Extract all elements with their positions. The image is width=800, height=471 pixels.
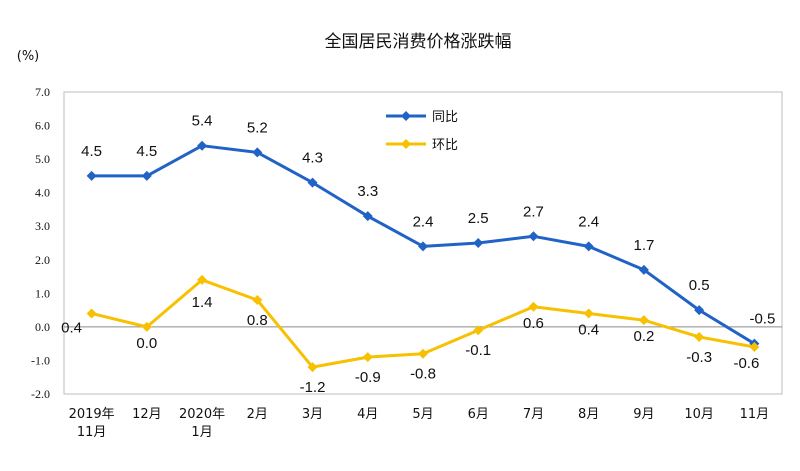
- data-point-yoy: [141, 170, 152, 181]
- data-label-yoy: 0.5: [689, 277, 710, 294]
- y-tick-label: 1.0: [35, 286, 50, 300]
- data-point-mom: [528, 301, 539, 312]
- data-label-mom: -0.3: [686, 349, 712, 366]
- data-point-yoy: [197, 140, 208, 151]
- data-label-yoy: 2.5: [468, 210, 489, 227]
- data-label-mom: 0.2: [633, 328, 654, 345]
- x-tick-label: 3月: [302, 407, 323, 422]
- data-point-mom: [749, 342, 760, 353]
- x-tick-label: 6月: [468, 407, 489, 422]
- data-point-mom: [638, 315, 649, 326]
- chart-title: 全国居民消费价格涨跌幅: [325, 32, 512, 52]
- data-label-mom: 1.4: [192, 294, 213, 311]
- x-tick-label: 2019年 11月: [69, 407, 115, 440]
- x-tick-label: 8月: [578, 407, 599, 422]
- data-point-yoy: [473, 238, 484, 248]
- y-tick-label: -2.0: [31, 387, 50, 401]
- legend-label-yoy: 同比: [432, 110, 458, 125]
- legend-marker-yoy: [401, 111, 411, 121]
- data-label-yoy: 4.5: [81, 143, 102, 160]
- data-label-mom: -0.9: [355, 369, 381, 386]
- data-point-yoy: [307, 177, 318, 188]
- data-label-mom: 0.0: [136, 335, 157, 352]
- data-label-mom: -1.2: [300, 379, 326, 396]
- data-label-mom: -0.1: [465, 342, 491, 359]
- y-tick-label: 6.0: [35, 119, 50, 133]
- data-point-yoy: [86, 170, 97, 181]
- data-point-yoy: [362, 211, 373, 222]
- y-tick-label: 3.0: [35, 219, 50, 233]
- data-point-mom: [418, 348, 428, 359]
- data-label-yoy: 2.7: [523, 203, 544, 220]
- data-point-yoy: [252, 147, 263, 158]
- x-tick-label: 9月: [633, 407, 654, 422]
- x-tick-label: 11月: [740, 407, 770, 422]
- y-tick-label: 4.0: [35, 186, 50, 200]
- data-label-mom: 0.4: [578, 321, 599, 338]
- x-tick-label: 7月: [523, 407, 544, 422]
- data-point-yoy: [528, 231, 539, 242]
- data-point-mom: [252, 295, 263, 306]
- data-label-mom: -0.6: [733, 355, 759, 372]
- data-label-mom: -0.8: [410, 366, 436, 383]
- data-label-yoy: 5.2: [247, 119, 268, 136]
- data-point-mom: [362, 352, 373, 363]
- data-label-yoy: 2.4: [413, 213, 434, 230]
- x-tick-label: 12月: [132, 407, 162, 422]
- x-tick-label: 10月: [684, 407, 714, 422]
- data-label-mom: 0.8: [247, 312, 268, 329]
- data-label-mom: 0.4: [61, 319, 82, 336]
- data-point-yoy: [583, 241, 594, 252]
- data-label-yoy: -0.5: [749, 311, 775, 328]
- legend-marker-mom: [401, 139, 411, 149]
- data-label-yoy: 4.3: [302, 150, 323, 167]
- data-point-mom: [473, 325, 484, 336]
- y-tick-label: -1.0: [31, 353, 50, 367]
- data-point-mom: [307, 362, 318, 373]
- y-tick-label: 7.0: [35, 85, 50, 99]
- x-tick-label: 5月: [412, 407, 433, 422]
- x-tick-label: 2020年 1月: [179, 407, 225, 440]
- data-point-mom: [583, 308, 594, 319]
- y-tick-label: 5.0: [35, 152, 50, 166]
- data-point-yoy: [418, 241, 428, 252]
- data-label-yoy: 3.3: [357, 183, 378, 200]
- data-label-mom: 0.6: [523, 315, 544, 332]
- y-tick-label: 0.0: [35, 320, 50, 334]
- data-point-yoy: [638, 264, 649, 275]
- x-tick-label: 2月: [247, 407, 268, 422]
- data-label-yoy: 5.4: [192, 113, 213, 130]
- x-tick-label: 4月: [357, 407, 378, 422]
- legend-label-mom: 环比: [432, 138, 458, 153]
- data-point-mom: [86, 308, 97, 319]
- data-label-yoy: 2.4: [578, 213, 599, 230]
- y-axis-unit-label: (%): [17, 49, 40, 64]
- data-point-mom: [197, 274, 208, 285]
- data-label-yoy: 4.5: [136, 143, 157, 160]
- data-point-mom: [694, 331, 705, 342]
- y-tick-label: 2.0: [35, 253, 50, 267]
- data-label-yoy: 1.7: [633, 237, 654, 254]
- data-point-yoy: [694, 305, 705, 316]
- data-point-mom: [141, 321, 152, 332]
- plot-area-frame: [63, 91, 783, 395]
